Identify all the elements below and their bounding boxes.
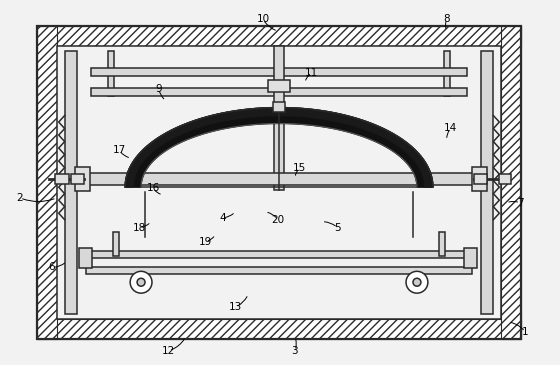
Text: 12: 12	[162, 346, 175, 356]
Text: 11: 11	[305, 68, 319, 78]
Text: 16: 16	[146, 183, 160, 193]
Circle shape	[413, 278, 421, 286]
Bar	[55, 174, 69, 184]
Text: 14: 14	[444, 123, 458, 134]
Bar	[274, 46, 284, 190]
Bar	[439, 232, 445, 257]
Bar	[273, 101, 285, 112]
Bar	[86, 251, 472, 258]
Polygon shape	[125, 108, 433, 187]
Text: 8: 8	[444, 14, 450, 24]
Bar	[71, 174, 85, 184]
Text: 7: 7	[517, 198, 524, 208]
Polygon shape	[125, 108, 433, 187]
Text: 2: 2	[17, 193, 24, 203]
Text: 20: 20	[272, 215, 284, 225]
Bar	[74, 167, 91, 191]
Bar	[474, 174, 487, 184]
Bar	[91, 68, 466, 76]
Bar	[108, 51, 114, 96]
Bar	[37, 319, 521, 339]
Text: 6: 6	[48, 262, 55, 272]
Text: 4: 4	[219, 213, 226, 223]
Text: 9: 9	[156, 84, 162, 94]
Bar	[37, 26, 57, 339]
Text: 19: 19	[199, 237, 212, 246]
Bar	[86, 267, 472, 274]
Bar	[113, 232, 119, 257]
Bar	[91, 88, 466, 96]
Bar	[85, 173, 474, 185]
Bar	[500, 174, 511, 184]
Circle shape	[130, 271, 152, 293]
Bar	[464, 249, 478, 268]
Bar	[78, 249, 92, 268]
Circle shape	[406, 271, 428, 293]
Text: 13: 13	[228, 302, 242, 312]
Text: 10: 10	[256, 14, 270, 24]
Bar	[482, 51, 493, 314]
Bar	[444, 51, 450, 96]
Bar	[57, 46, 501, 319]
Bar	[37, 26, 521, 339]
Bar	[268, 80, 290, 92]
Circle shape	[137, 278, 145, 286]
Bar	[472, 167, 487, 191]
Text: 18: 18	[133, 223, 146, 233]
Bar	[64, 51, 77, 314]
Text: 17: 17	[113, 145, 126, 155]
Text: 15: 15	[293, 163, 306, 173]
Text: 5: 5	[334, 223, 341, 233]
Text: 3: 3	[292, 346, 298, 356]
Text: 1: 1	[522, 327, 529, 337]
Bar	[501, 26, 521, 339]
Bar	[37, 26, 521, 46]
